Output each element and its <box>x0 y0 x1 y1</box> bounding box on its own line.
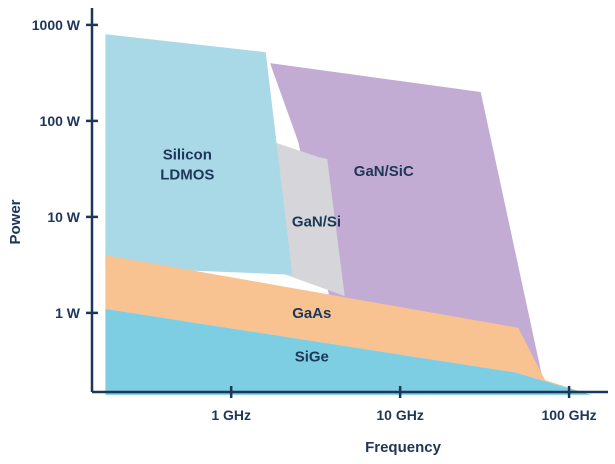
region-label: LDMOS <box>160 167 214 184</box>
region-gan-si <box>274 142 345 296</box>
region-sige <box>105 308 592 395</box>
region-label: GaAs <box>292 305 331 322</box>
region-label: Silicon <box>163 147 212 164</box>
labels-layer: GaN/SiC GaN/Si Silicon LDMOS GaAs SiGe <box>160 147 414 366</box>
x-tick-label: 100 GHz <box>541 407 596 423</box>
y-tick-label: 100 W <box>40 113 81 129</box>
regions-layer <box>105 34 592 395</box>
y-axis-title: Power <box>7 199 24 244</box>
ticks-layer: 1 W 10 W 100 W 1000 W 1 GHz 10 GHz 100 GHz <box>32 17 597 423</box>
region-gaas <box>105 255 592 395</box>
region-label: GaN/SiC <box>354 163 414 180</box>
x-axis-title: Frequency <box>365 439 442 456</box>
x-tick-label: 10 GHz <box>376 407 423 423</box>
region-silicon-ldmos <box>105 34 293 275</box>
region-label: SiGe <box>295 349 329 366</box>
axes-layer <box>90 8 608 394</box>
region-gan-sic <box>270 63 543 380</box>
y-tick-label: 1 W <box>55 305 81 321</box>
y-tick-label: 10 W <box>47 209 80 225</box>
region-label: GaN/Si <box>292 213 341 230</box>
y-tick-label: 1000 W <box>32 17 81 33</box>
x-tick-label: 1 GHz <box>211 407 251 423</box>
